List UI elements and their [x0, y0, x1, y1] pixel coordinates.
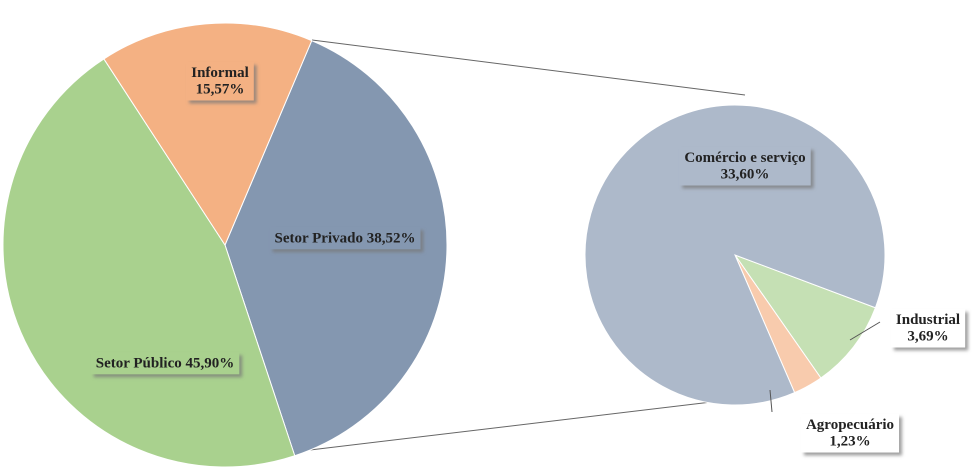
- label-value: 45,90%: [185, 355, 234, 371]
- label-box: [186, 62, 254, 101]
- leader-line: [849, 321, 881, 341]
- connector: [309, 397, 746, 451]
- label-box: [890, 309, 966, 348]
- label-value: 38,52%: [367, 230, 416, 246]
- label-value: 1,23%: [829, 434, 870, 450]
- label-box: [679, 147, 811, 186]
- label-box: [90, 352, 240, 375]
- pie-slice: [103, 22, 313, 247]
- labels: Setor Privado 38,52% Setor Público 45,90%…: [90, 62, 966, 453]
- connector: [311, 39, 746, 96]
- label-category: Setor Público: [96, 355, 186, 371]
- label-box: [269, 227, 421, 250]
- pies: [2, 22, 886, 468]
- data-label: Agropecuário 1,23%: [806, 417, 894, 450]
- data-label: Industrial 3,69%: [896, 312, 960, 345]
- data-label: Informal 15,57%: [191, 65, 249, 98]
- label-value: 33,60%: [721, 167, 770, 183]
- data-label: Setor Privado 38,52%: [275, 230, 416, 246]
- label-box: [800, 414, 900, 453]
- label-value: 15,57%: [196, 82, 245, 98]
- label-category: Agropecuário: [806, 417, 894, 433]
- label-category: Setor Privado: [275, 230, 367, 246]
- label-category: Comércio e serviço: [684, 150, 805, 166]
- label-category: Informal: [191, 65, 249, 81]
- label-value: 3,69%: [907, 329, 948, 345]
- data-label: Comércio e serviço 33,60%: [684, 150, 805, 183]
- label-category: Industrial: [896, 312, 960, 328]
- leader-line: [769, 389, 773, 413]
- pie-slice: [733, 253, 877, 379]
- data-label: Setor Público 45,90%: [96, 355, 234, 371]
